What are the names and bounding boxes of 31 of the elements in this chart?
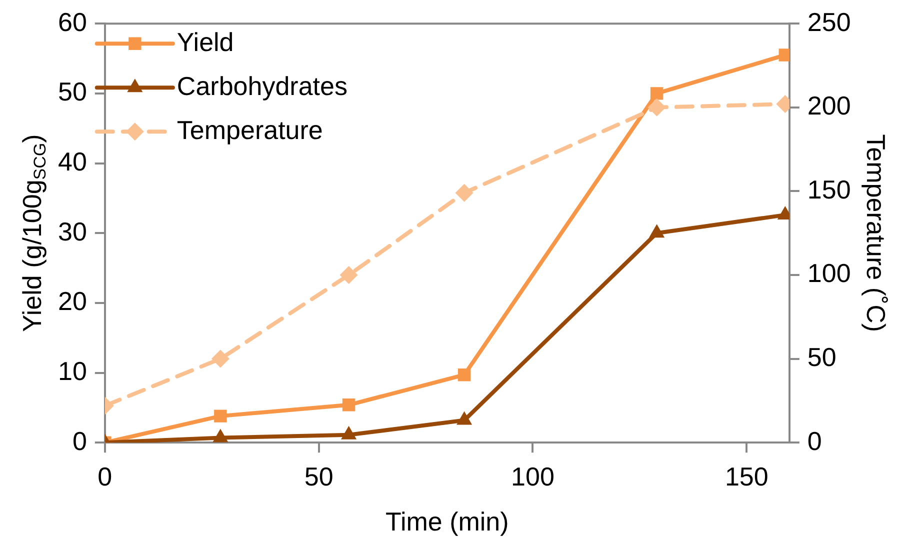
legend-label: Yield (176, 26, 234, 57)
point (211, 350, 230, 368)
y2-tick-label: 50 (807, 342, 836, 372)
y-tick-label: 10 (58, 356, 87, 386)
x-axis-title: Time (min) (386, 506, 509, 537)
point (649, 224, 665, 238)
y2-tick-label: 200 (807, 90, 851, 121)
x-tick-label: 150 (724, 461, 768, 492)
y2-tick-label: 100 (807, 258, 851, 288)
x-tick-label: 100 (511, 461, 554, 492)
y-tick-label: 0 (72, 426, 87, 456)
legend-label: Temperature (176, 114, 323, 145)
y2-axis-title: Temperature (˚C) (861, 134, 892, 332)
point (340, 266, 358, 284)
legend-label: Carbohydrates (176, 70, 348, 101)
point (648, 98, 666, 116)
y-tick-label: 60 (58, 6, 87, 37)
y-tick-label: 50 (58, 76, 87, 107)
y2-tick-label: 250 (807, 6, 851, 37)
y2-tick-label: 0 (807, 426, 822, 456)
y-tick-label: 20 (58, 286, 87, 316)
y2-tick-label: 150 (807, 174, 851, 204)
x-tick-label: 50 (304, 461, 334, 492)
point (340, 426, 357, 440)
point (456, 411, 472, 425)
x-tick-label: 0 (98, 461, 112, 492)
y-axis-title: Yield (g/100gSCG) (17, 134, 50, 332)
point (455, 184, 474, 202)
y-tick-label: 40 (58, 146, 87, 176)
point (212, 428, 228, 442)
y-tick-label: 30 (58, 216, 87, 246)
